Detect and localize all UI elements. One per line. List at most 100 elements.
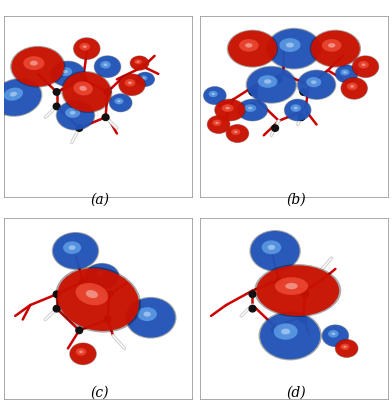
Circle shape [104,89,111,95]
Ellipse shape [245,43,252,48]
Ellipse shape [247,66,296,103]
Ellipse shape [100,61,111,69]
Ellipse shape [56,100,95,131]
Ellipse shape [275,277,308,295]
Ellipse shape [225,107,230,110]
Ellipse shape [23,56,44,70]
Ellipse shape [73,81,93,96]
Ellipse shape [74,38,100,60]
Ellipse shape [340,344,350,350]
Ellipse shape [238,99,268,121]
Circle shape [53,305,60,312]
Ellipse shape [0,78,42,117]
Ellipse shape [137,61,140,63]
Ellipse shape [118,73,146,96]
Ellipse shape [258,311,322,360]
Ellipse shape [80,86,87,91]
Ellipse shape [268,245,275,250]
Ellipse shape [117,100,121,102]
Ellipse shape [209,91,218,97]
Ellipse shape [335,65,358,83]
Ellipse shape [254,264,341,317]
Ellipse shape [231,129,240,135]
Ellipse shape [266,28,321,69]
Ellipse shape [79,351,83,353]
Ellipse shape [343,71,347,73]
Ellipse shape [50,60,86,87]
Ellipse shape [322,39,341,52]
Ellipse shape [239,39,259,52]
Ellipse shape [86,290,98,298]
Ellipse shape [335,64,359,83]
Ellipse shape [340,77,368,100]
Text: (b): (b) [286,193,306,206]
Ellipse shape [109,93,132,112]
Ellipse shape [83,45,87,48]
Ellipse shape [250,231,299,271]
Ellipse shape [343,346,347,348]
Ellipse shape [80,43,90,50]
Ellipse shape [70,111,76,114]
Ellipse shape [207,115,230,133]
Ellipse shape [335,339,359,358]
Ellipse shape [237,99,268,121]
Ellipse shape [142,77,145,79]
Circle shape [298,114,305,120]
Ellipse shape [57,101,94,130]
Ellipse shape [135,72,155,87]
Ellipse shape [203,87,226,105]
Ellipse shape [109,94,132,112]
Circle shape [53,103,60,110]
Ellipse shape [93,270,106,278]
Ellipse shape [53,233,98,269]
Ellipse shape [286,43,294,48]
Ellipse shape [130,56,149,71]
Ellipse shape [249,230,301,272]
Circle shape [249,291,256,297]
Ellipse shape [285,99,311,121]
Ellipse shape [85,264,119,289]
Ellipse shape [284,99,312,121]
Ellipse shape [65,108,80,118]
Ellipse shape [125,297,176,339]
Ellipse shape [335,339,358,357]
Ellipse shape [134,59,142,64]
Ellipse shape [212,120,221,126]
Ellipse shape [69,245,76,250]
Ellipse shape [297,70,336,100]
Ellipse shape [57,268,139,331]
Circle shape [104,316,111,323]
Ellipse shape [51,61,85,87]
Ellipse shape [63,70,68,73]
Ellipse shape [10,46,65,87]
Ellipse shape [207,115,230,134]
Ellipse shape [11,47,64,87]
Ellipse shape [128,81,132,84]
Ellipse shape [281,328,290,334]
Ellipse shape [70,343,96,365]
Ellipse shape [328,330,339,338]
Circle shape [80,76,86,83]
Ellipse shape [264,79,271,84]
Circle shape [300,316,307,323]
Ellipse shape [114,98,123,104]
Circle shape [276,278,282,285]
Ellipse shape [225,124,249,143]
Ellipse shape [62,72,111,112]
Ellipse shape [119,74,145,96]
Ellipse shape [358,61,369,69]
Ellipse shape [203,86,227,105]
Circle shape [53,291,60,297]
Ellipse shape [352,56,379,77]
Ellipse shape [290,104,301,112]
Ellipse shape [136,72,154,87]
Ellipse shape [4,87,23,101]
Circle shape [302,291,309,297]
Ellipse shape [137,307,157,321]
Ellipse shape [294,107,298,110]
Ellipse shape [69,343,97,365]
Ellipse shape [0,79,41,116]
Circle shape [76,125,83,131]
Ellipse shape [234,131,238,133]
Circle shape [272,327,278,334]
